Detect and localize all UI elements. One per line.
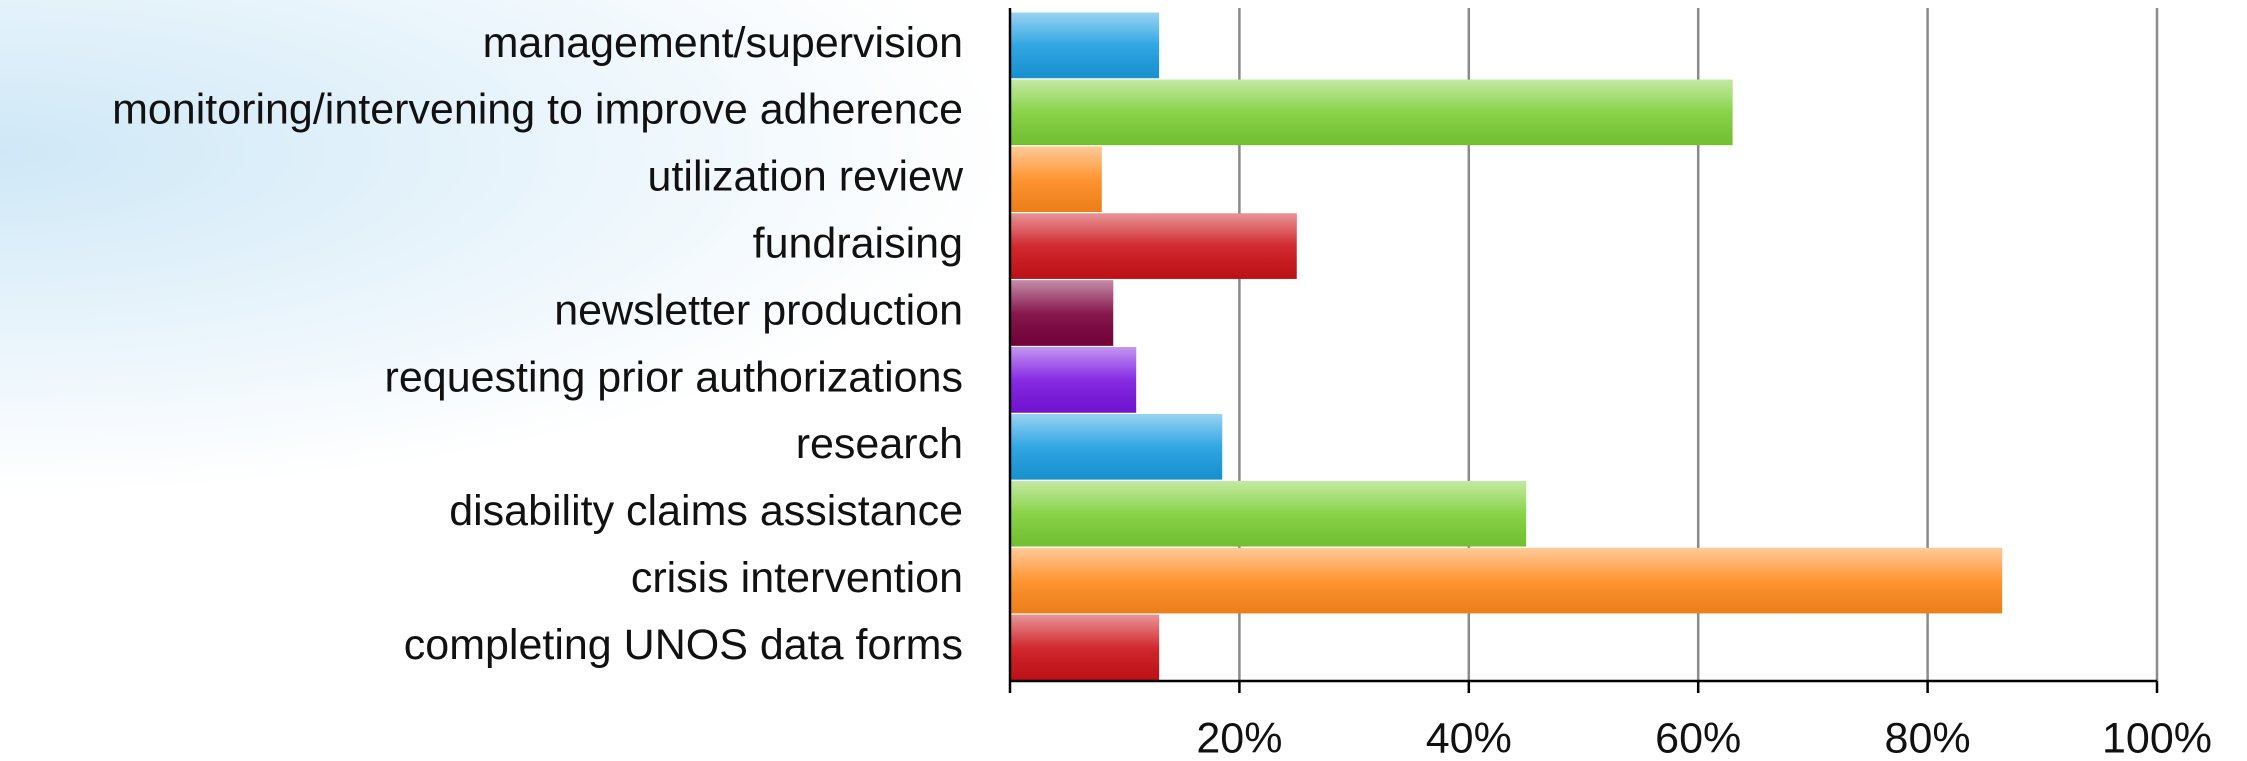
y-tick-label: monitoring/intervening to improve adhere… bbox=[112, 86, 963, 134]
x-tick-label: 80% bbox=[1885, 714, 1971, 761]
y-tick-label: fundraising bbox=[753, 220, 963, 268]
y-tick-label: newsletter production bbox=[554, 286, 963, 334]
y-tick-label: research bbox=[796, 420, 963, 468]
x-tick-label: 40% bbox=[1426, 714, 1512, 761]
y-tick-label: disability claims assistance bbox=[449, 487, 963, 535]
bar-shine bbox=[1010, 12, 1160, 79]
bar-shine bbox=[1010, 79, 1733, 146]
bar-shine bbox=[1010, 547, 2003, 614]
bar-shine bbox=[1010, 480, 1527, 547]
bar-shine bbox=[1010, 213, 1297, 279]
x-tick-label: 20% bbox=[1196, 714, 1282, 761]
y-tick-label: utilization review bbox=[648, 153, 964, 201]
y-tick-label: requesting prior authorizations bbox=[385, 353, 963, 401]
x-tick-label: 100% bbox=[2102, 714, 2212, 761]
x-tick-label: 60% bbox=[1655, 714, 1741, 761]
bar-shine bbox=[1010, 280, 1114, 346]
bar-shine bbox=[1010, 146, 1102, 213]
bar-shine bbox=[1010, 347, 1137, 413]
bar-shine bbox=[1010, 614, 1160, 681]
y-tick-label: completing UNOS data forms bbox=[404, 621, 963, 669]
bar-shine bbox=[1010, 414, 1223, 480]
y-tick-label: crisis intervention bbox=[631, 554, 963, 602]
y-tick-label: management/supervision bbox=[483, 19, 963, 67]
